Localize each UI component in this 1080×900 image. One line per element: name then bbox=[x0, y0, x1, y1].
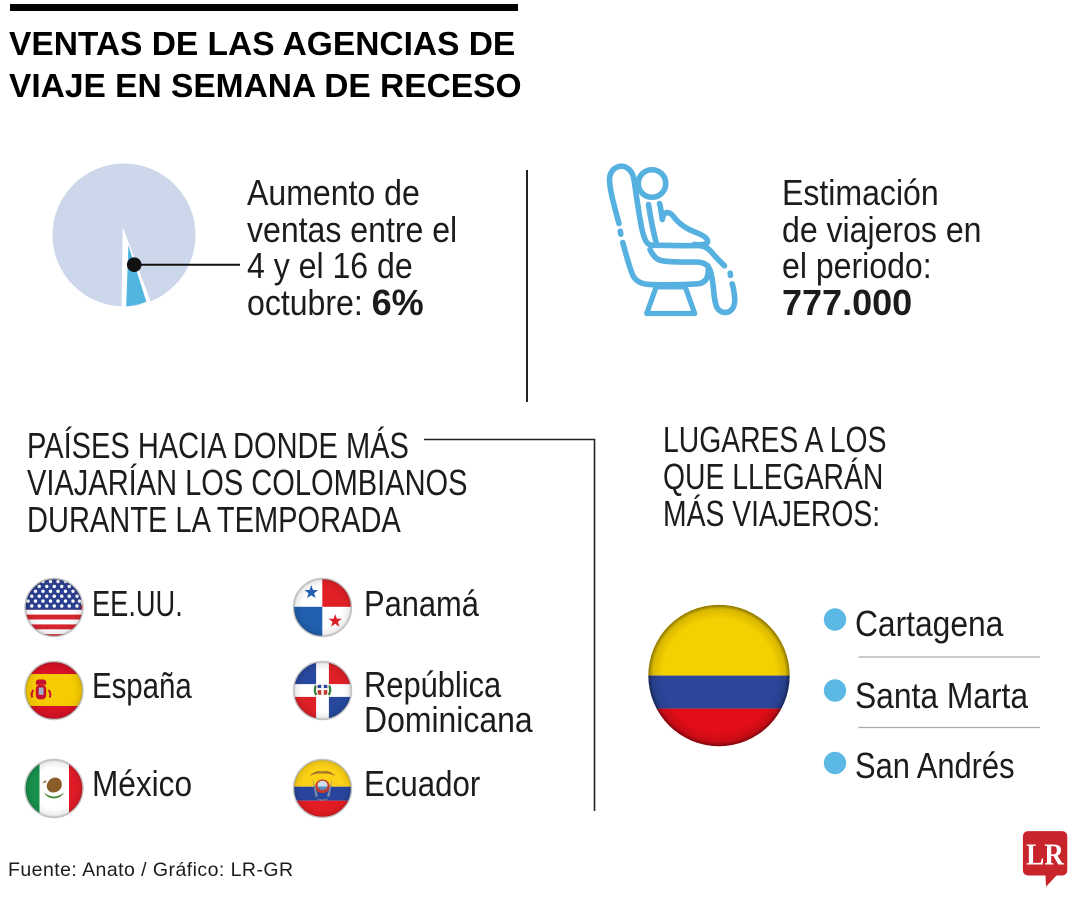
svg-text:LR: LR bbox=[1026, 838, 1065, 872]
